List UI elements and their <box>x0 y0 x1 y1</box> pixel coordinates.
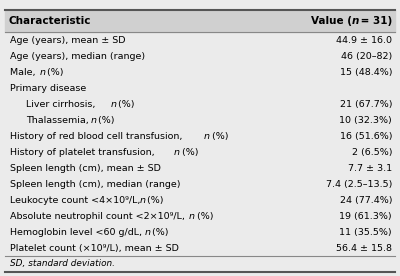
Text: n: n <box>139 196 145 205</box>
Text: Liver cirrhosis,: Liver cirrhosis, <box>26 100 98 109</box>
Text: = 31): = 31) <box>357 16 392 26</box>
Text: n: n <box>352 16 359 26</box>
Text: 19 (61.3%): 19 (61.3%) <box>339 212 392 221</box>
Text: Male,: Male, <box>10 68 38 77</box>
Text: 11 (35.5%): 11 (35.5%) <box>339 228 392 237</box>
Text: n: n <box>144 228 150 237</box>
Text: 56.4 ± 15.8: 56.4 ± 15.8 <box>336 244 392 253</box>
Text: (%): (%) <box>95 116 115 125</box>
Text: n: n <box>110 100 116 109</box>
Text: 21 (67.7%): 21 (67.7%) <box>340 100 392 109</box>
Text: (%): (%) <box>144 196 164 205</box>
Text: History of red blood cell transfusion,: History of red blood cell transfusion, <box>10 132 185 141</box>
Text: n: n <box>90 116 96 125</box>
Text: 15 (48.4%): 15 (48.4%) <box>340 68 392 77</box>
Text: 7.7 ± 3.1: 7.7 ± 3.1 <box>348 164 392 173</box>
Text: Absolute neutrophil count <2×10⁹/L,: Absolute neutrophil count <2×10⁹/L, <box>10 212 188 221</box>
Text: n: n <box>40 68 46 77</box>
Text: Age (years), mean ± SD: Age (years), mean ± SD <box>10 36 125 45</box>
Text: Spleen length (cm), mean ± SD: Spleen length (cm), mean ± SD <box>10 164 160 173</box>
Text: History of platelet transfusion,: History of platelet transfusion, <box>10 148 157 157</box>
Text: (%): (%) <box>149 228 169 237</box>
Text: (%): (%) <box>179 148 199 157</box>
Text: n: n <box>174 148 180 157</box>
Text: Thalassemia,: Thalassemia, <box>26 116 91 125</box>
Text: Leukocyte count <4×10⁹/L,: Leukocyte count <4×10⁹/L, <box>10 196 143 205</box>
Text: 10 (32.3%): 10 (32.3%) <box>339 116 392 125</box>
Text: Spleen length (cm), median (range): Spleen length (cm), median (range) <box>10 180 180 189</box>
Text: 44.9 ± 16.0: 44.9 ± 16.0 <box>336 36 392 45</box>
Text: 46 (20–82): 46 (20–82) <box>341 52 392 61</box>
Bar <box>5 10 395 32</box>
Text: Platelet count (×10⁹/L), mean ± SD: Platelet count (×10⁹/L), mean ± SD <box>10 244 178 253</box>
Text: Primary disease: Primary disease <box>10 84 86 93</box>
Text: Value (: Value ( <box>311 16 352 26</box>
Text: 16 (51.6%): 16 (51.6%) <box>340 132 392 141</box>
Text: (%): (%) <box>194 212 214 221</box>
Text: 7.4 (2.5–13.5): 7.4 (2.5–13.5) <box>326 180 392 189</box>
Text: SD, standard deviation.: SD, standard deviation. <box>10 259 114 269</box>
Text: (%): (%) <box>115 100 135 109</box>
Text: Characteristic: Characteristic <box>9 16 91 26</box>
Text: Age (years), median (range): Age (years), median (range) <box>10 52 145 61</box>
Text: n: n <box>189 212 195 221</box>
Text: 2 (6.5%): 2 (6.5%) <box>352 148 392 157</box>
Text: 24 (77.4%): 24 (77.4%) <box>340 196 392 205</box>
Text: (%): (%) <box>44 68 64 77</box>
Text: Hemoglobin level <60 g/dL,: Hemoglobin level <60 g/dL, <box>10 228 145 237</box>
Text: (%): (%) <box>209 132 228 141</box>
Text: n: n <box>204 132 210 141</box>
